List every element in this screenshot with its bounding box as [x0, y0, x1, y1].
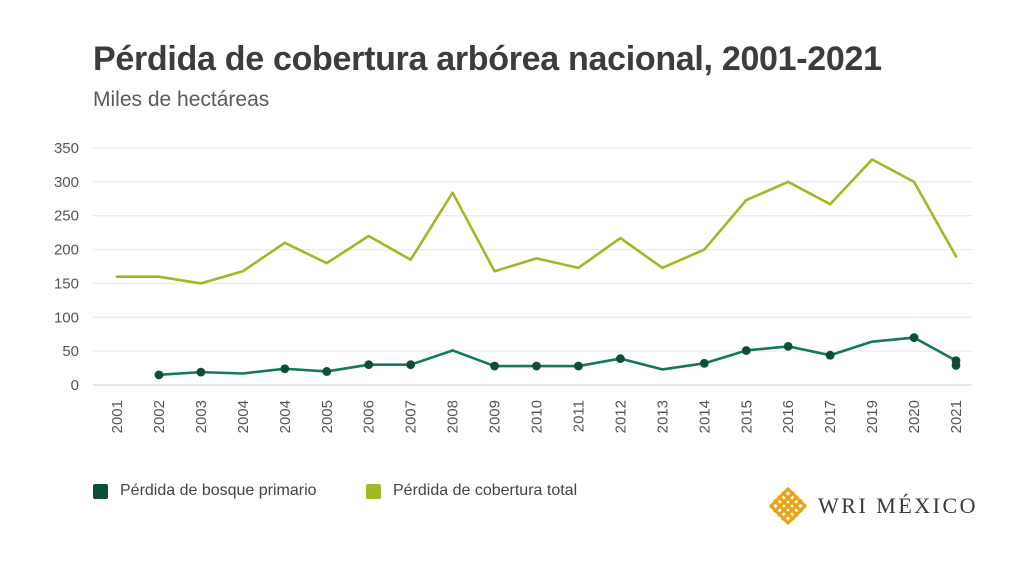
x-tick-label: 2002	[151, 400, 168, 433]
y-tick-label: 50	[62, 343, 79, 360]
x-tick-label: 2004	[235, 400, 252, 433]
x-tick-label: 2005	[319, 400, 336, 433]
data-point-primary	[574, 361, 583, 371]
data-point-primary	[280, 364, 290, 374]
x-tick-label: 2001	[109, 400, 126, 433]
y-tick-label: 350	[54, 140, 79, 157]
data-point-primary	[322, 367, 332, 376]
data-point-primary	[490, 361, 499, 371]
data-point-primary	[909, 333, 919, 342]
x-tick-label: 2011	[570, 400, 587, 432]
x-tick-label: 2006	[361, 400, 378, 433]
x-tick-label: 2014	[696, 400, 713, 433]
data-point-primary	[154, 370, 164, 380]
legend-swatch-total	[366, 483, 381, 499]
data-point-primary	[616, 354, 625, 363]
logo-lattice-stroke	[773, 499, 795, 521]
legend-label-total: Pérdida de cobertura total	[393, 482, 578, 499]
x-tick-label: 2017	[822, 400, 839, 433]
y-tick-label: 100	[54, 309, 79, 326]
line-chart: 0 50 100 150 200 250 300 350 2001 2002 2003 2004 200…	[54, 140, 972, 433]
data-point-primary	[741, 346, 751, 355]
y-tick-label: 300	[54, 174, 79, 191]
y-tick-label: 0	[71, 377, 79, 394]
x-tick-label: 2013	[654, 400, 671, 433]
y-tick-label: 250	[54, 208, 79, 225]
x-tick-label: 2021	[948, 400, 965, 433]
logo-text: WRI MÉXICO	[818, 493, 979, 518]
x-tick-label: 2019	[864, 400, 881, 433]
legend-item-total: Pérdida de cobertura total	[366, 482, 577, 500]
wri-mexico-logo: WRI MÉXICO	[768, 486, 978, 526]
x-tick-label: 2015	[738, 400, 755, 433]
x-tick-label: 2010	[529, 400, 546, 433]
data-point-primary	[532, 361, 541, 371]
x-tick-label: 2012	[612, 400, 629, 433]
legend: Pérdida de bosque primario Pérdida de co…	[0, 482, 700, 506]
x-tick-label: 2004	[277, 400, 294, 433]
legend-swatch-primary	[93, 483, 108, 499]
logo-lattice-stroke	[777, 495, 799, 517]
logo-lattice-stroke	[773, 491, 795, 513]
legend-label-primary: Pérdida de bosque primario	[120, 482, 317, 499]
data-point-primary	[196, 367, 206, 377]
wri-lattice-logo-icon	[769, 487, 807, 525]
series-line-primary	[157, 336, 958, 377]
x-tick-label: 2016	[780, 400, 797, 433]
data-point-primary	[699, 358, 709, 368]
data-point-primary	[364, 360, 374, 370]
data-point-primary	[406, 360, 416, 370]
y-tick-label: 200	[54, 242, 79, 259]
x-tick-label: 2008	[445, 400, 462, 433]
x-tick-label: 2009	[487, 400, 504, 433]
chart-title: Pérdida de cobertura arbórea nacional, 2…	[93, 40, 882, 78]
x-tick-label: 2020	[906, 400, 923, 433]
logo-lattice-stroke	[781, 499, 803, 521]
x-tick-label: 2003	[193, 400, 210, 433]
data-point-primary	[825, 350, 835, 360]
series-line-total	[115, 158, 958, 285]
y-tick-label: 150	[54, 275, 79, 292]
data-point-primary	[951, 360, 961, 370]
logo-lattice-stroke	[781, 491, 803, 513]
chart-subtitle: Miles de hectáreas	[93, 88, 270, 111]
x-tick-label: 2007	[403, 400, 420, 433]
legend-item-primary: Pérdida de bosque primario	[93, 482, 317, 500]
data-point-primary	[783, 342, 793, 351]
